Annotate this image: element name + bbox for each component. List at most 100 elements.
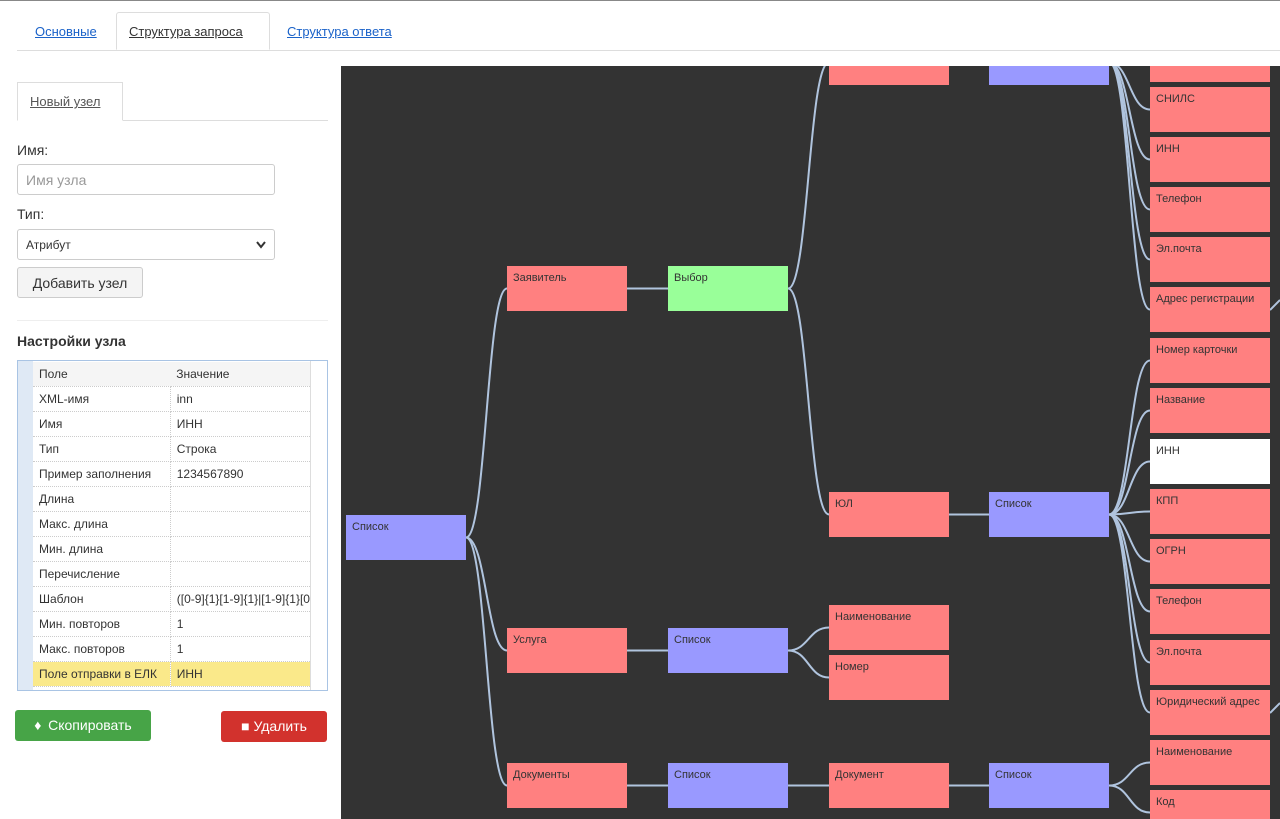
node-label: Выбор	[674, 272, 708, 284]
edge	[465, 536, 508, 787]
table-row: Имя ИНН	[33, 411, 310, 437]
value-cell: 1	[170, 611, 310, 637]
table-row: Поле отправки в ЕЛК ИНН	[33, 661, 310, 687]
value-cell	[170, 511, 310, 537]
form-tab[interactable]	[17, 82, 123, 121]
node	[507, 628, 627, 673]
node	[1150, 388, 1270, 433]
node	[989, 492, 1109, 537]
node-label: Наименование	[835, 611, 911, 623]
node	[1150, 338, 1270, 383]
field-cell: Поле отправки в ЕЛК	[33, 661, 171, 687]
node	[829, 763, 949, 808]
select-value: Атрибут	[26, 238, 71, 252]
tab[interactable]: Структура ответа	[287, 24, 392, 39]
table-row: Тип Строка	[33, 436, 310, 462]
type-label: Тип:	[17, 206, 45, 222]
form-tab-label[interactable]: Новый узел	[30, 94, 101, 109]
graph-bg	[341, 66, 1280, 819]
node-label: Юридический адрес	[1156, 696, 1260, 708]
edge	[1108, 761, 1151, 787]
field-cell: Макс. длина	[33, 511, 171, 537]
edge	[1269, 299, 1280, 311]
node-label: Код	[1156, 796, 1175, 808]
node	[1150, 137, 1270, 182]
node-label: СНИЛС	[1156, 93, 1195, 105]
active-tab[interactable]	[116, 12, 270, 50]
node	[1150, 539, 1270, 584]
value-cell: ИНН	[170, 661, 310, 687]
edge	[1111, 66, 1151, 311]
node	[989, 66, 1109, 85]
node-label: ИНН	[1156, 143, 1180, 155]
value-cell: 1234567890	[170, 461, 310, 487]
node-label: Список	[352, 521, 389, 533]
node-label: Список	[674, 769, 711, 781]
name-label: Имя:	[17, 142, 49, 158]
field-cell: Пример заполнения	[33, 461, 171, 487]
node-label: ОГРН	[1156, 545, 1186, 557]
field-cell: Имя	[33, 411, 171, 437]
node	[1150, 237, 1270, 282]
node-label: Документы	[513, 769, 570, 781]
node	[507, 266, 627, 311]
value-cell: ([0-9]{1}[1-9]{1}|[1-9]{1}[0	[170, 586, 310, 612]
delete-button[interactable]: ■ Удалить	[221, 711, 327, 742]
header-cell: Поле	[33, 362, 171, 387]
field-cell: Мин. повторов	[33, 611, 171, 637]
node	[829, 66, 949, 85]
node	[1150, 690, 1270, 735]
field-cell: Макс. повторов	[33, 636, 171, 662]
top-border	[0, 0, 1280, 1]
header-row: Поле Значение	[33, 362, 310, 387]
edge	[787, 649, 830, 679]
node	[1150, 439, 1270, 484]
copy-label: Скопировать	[48, 717, 132, 733]
node-label: Название	[1156, 394, 1205, 406]
node-label: Эл.почта	[1156, 243, 1202, 255]
table-row: Длина	[33, 486, 310, 512]
edge	[465, 536, 508, 652]
node	[1150, 66, 1270, 82]
value-cell: 1	[170, 636, 310, 662]
node	[1150, 187, 1270, 232]
node-label: Эл.почта	[1156, 646, 1202, 658]
name-input[interactable]: Имя узла	[17, 164, 275, 195]
node	[1150, 589, 1270, 634]
edge	[1108, 409, 1151, 516]
node	[668, 763, 788, 808]
copy-button[interactable]: ♦ Скопировать	[15, 710, 151, 741]
node	[1150, 87, 1270, 132]
grid-scroll-sep	[310, 361, 311, 690]
edge	[1108, 359, 1151, 516]
edge	[1108, 784, 1151, 814]
header-cell: Значение	[170, 362, 310, 387]
node	[507, 763, 627, 808]
edge	[465, 287, 508, 539]
edge	[1108, 513, 1151, 714]
node-label: Документ	[835, 769, 884, 781]
tab[interactable]: Основные	[35, 24, 97, 39]
value-cell: inn	[170, 386, 310, 412]
node-label: Услуга	[513, 634, 547, 646]
tab[interactable]: Структура запроса	[129, 24, 243, 39]
type-select[interactable]: Атрибут	[17, 229, 275, 260]
node-label: ЮЛ	[835, 498, 853, 510]
value-cell	[170, 561, 310, 587]
field-cell: Тип	[33, 436, 171, 462]
node	[668, 628, 788, 673]
value-cell: Строка	[170, 436, 310, 462]
node-label: КПП	[1156, 495, 1178, 507]
node-label: Телефон	[1156, 193, 1202, 205]
table-row: Мин. длина	[33, 536, 310, 562]
add-button[interactable]: Добавить узел	[17, 267, 143, 298]
value-cell	[170, 486, 310, 512]
node-label: Список	[674, 634, 711, 646]
node	[989, 763, 1109, 808]
settings-grid: Поле Значение XML-имя inn Имя ИНН Тип Строка При…	[17, 360, 328, 691]
table-row: Макс. длина	[33, 511, 310, 537]
node	[1150, 287, 1270, 332]
graph-canvas: Список Заявитель Выбор ЮЛ Список Услуга Список…	[341, 66, 1280, 819]
table-row: XML-имя inn	[33, 386, 310, 412]
table-row: Перечисление	[33, 561, 310, 587]
